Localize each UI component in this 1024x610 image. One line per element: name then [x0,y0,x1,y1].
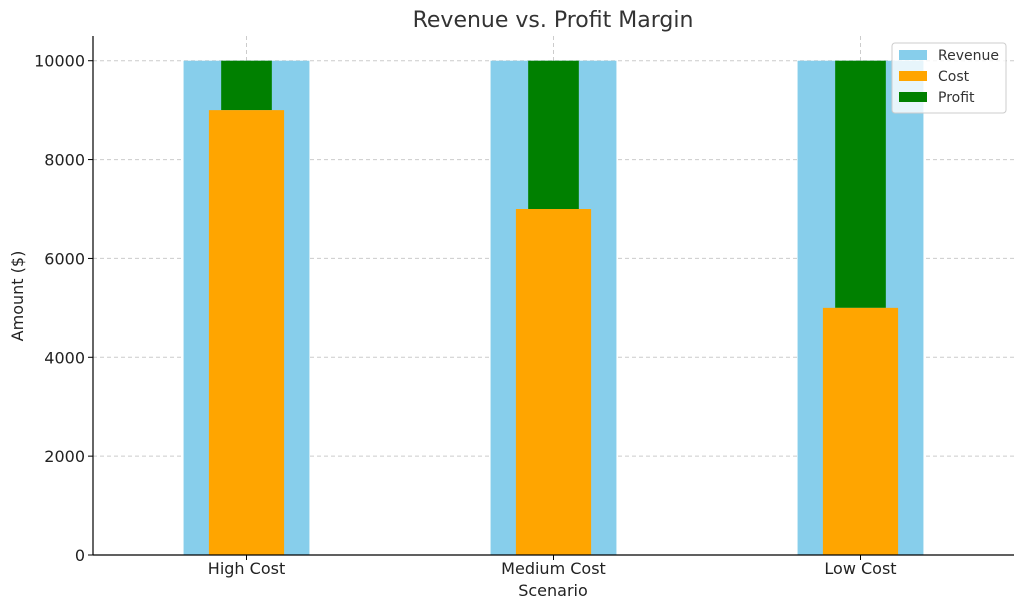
x-tick-label: Low Cost [824,559,896,578]
legend: Revenue Cost Profit [891,42,1007,114]
bars [183,60,924,556]
cost-bar [515,209,592,555]
y-tick-label: 0 [75,546,85,565]
legend-label: Revenue [938,48,999,64]
profit-bar [528,60,579,209]
y-ticks: 0 2000 4000 6000 8000 10000 [34,52,93,565]
x-axis-label: Scenario [518,581,588,600]
y-tick-label: 10000 [34,52,85,71]
x-tick-label: High Cost [208,559,285,578]
profit-bar [221,60,272,111]
legend-swatch [899,71,927,81]
y-tick-label: 6000 [44,249,85,268]
legend-swatch [899,50,927,60]
profit-bar [835,60,886,308]
cost-bar [208,110,285,556]
legend-label: Profit [938,90,975,106]
y-axis-label: Amount ($) [8,251,27,342]
x-ticks: High Cost Medium Cost Low Cost [208,555,897,578]
chart-title: Revenue vs. Profit Margin [413,8,694,33]
y-tick-label: 2000 [44,447,85,466]
y-tick-label: 8000 [44,151,85,170]
cost-bar [822,307,899,555]
y-tick-label: 4000 [44,348,85,367]
legend-swatch [899,92,927,102]
legend-label: Cost [938,69,970,85]
x-tick-label: Medium Cost [501,559,606,578]
